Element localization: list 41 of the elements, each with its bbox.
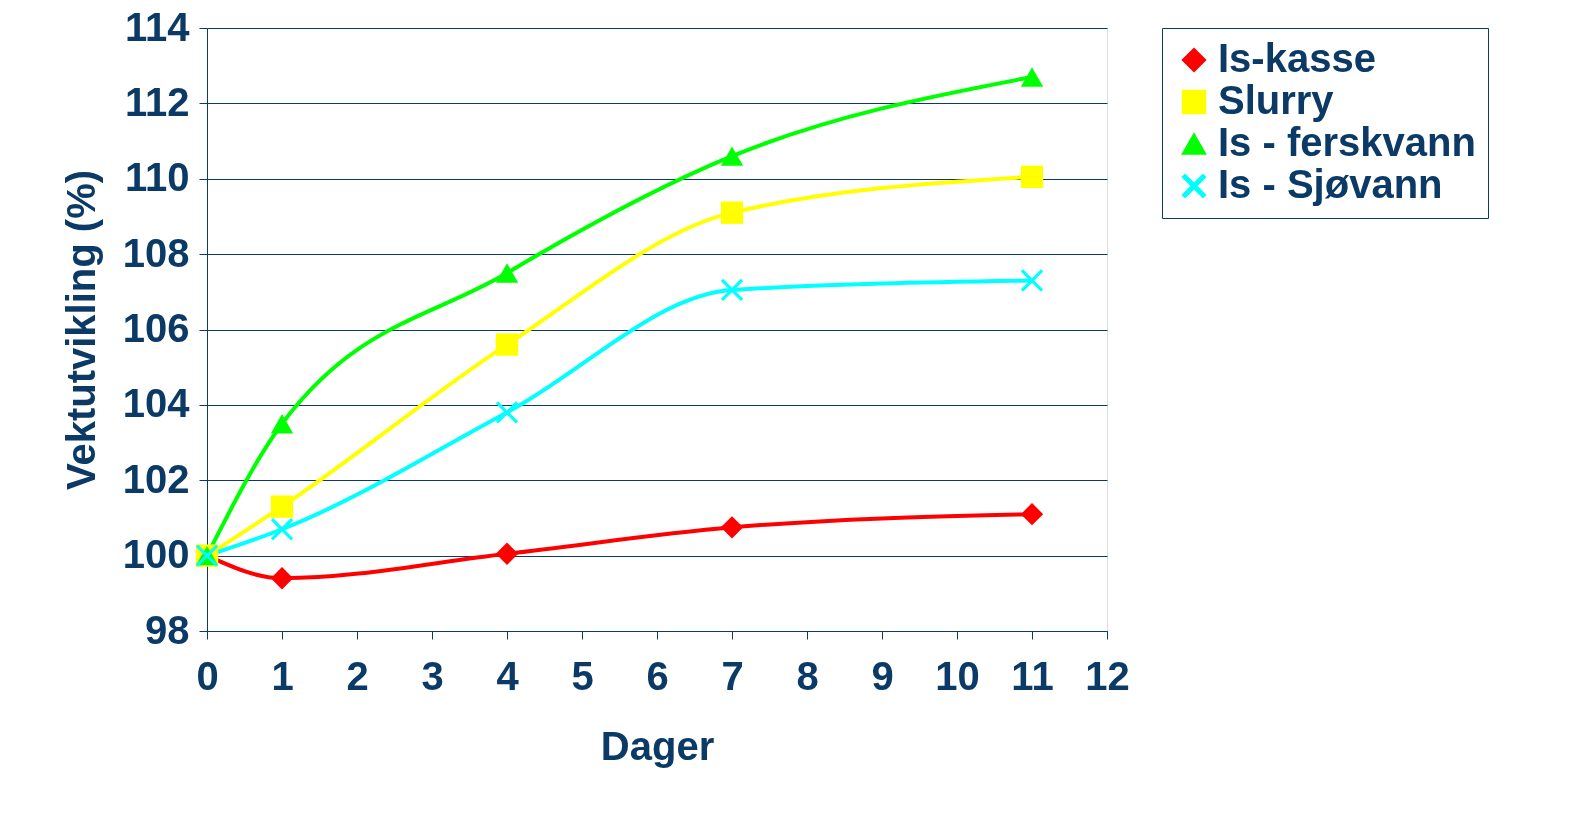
x-tick-label: 3 (421, 653, 444, 698)
y-axis-title: Vektutvikling (%) (58, 169, 103, 491)
x-tick-label: 6 (646, 653, 669, 698)
x-tick-label: 0 (196, 653, 219, 698)
legend-label: Is-kasse (1218, 36, 1376, 80)
point (1020, 165, 1044, 189)
point (270, 567, 294, 590)
x-tick-label: 9 (871, 653, 894, 698)
y-tick-label: 104 (122, 381, 191, 426)
point (270, 518, 294, 541)
point (720, 516, 744, 539)
y-tick-label: 112 (124, 79, 190, 124)
point (720, 201, 744, 224)
y-tick-label: 108 (122, 230, 190, 275)
x-tick-label: 2 (346, 653, 369, 698)
y-tick-label: 102 (122, 456, 190, 501)
y-tick-label: 110 (124, 155, 190, 200)
x-tick-label: 11 (1011, 653, 1054, 698)
point (1020, 67, 1044, 87)
x-axis-title: Dager (600, 723, 715, 768)
x-tick-label: 7 (721, 653, 744, 698)
x-tick-label: 1 (271, 653, 294, 698)
point (720, 278, 744, 302)
x-tick-label: 10 (935, 653, 980, 698)
point (1020, 502, 1044, 526)
y-tick-label: 98 (145, 607, 190, 652)
point (495, 263, 519, 283)
y-tick-label: 114 (124, 4, 191, 49)
x-tick-label: 8 (796, 653, 819, 698)
point (270, 414, 294, 434)
point (495, 542, 519, 565)
x-tick-label: 5 (571, 653, 594, 698)
x-tick-label: 4 (496, 653, 520, 698)
y-tick-label: 106 (122, 306, 190, 350)
x-tick-label: 12 (1085, 653, 1130, 698)
point (720, 146, 744, 166)
point (495, 333, 519, 356)
legend-label: Is - Sjøvann (1218, 162, 1443, 206)
legend-label: Slurry (1218, 78, 1335, 122)
y-tick-label: 100 (122, 532, 190, 577)
point (270, 495, 294, 518)
